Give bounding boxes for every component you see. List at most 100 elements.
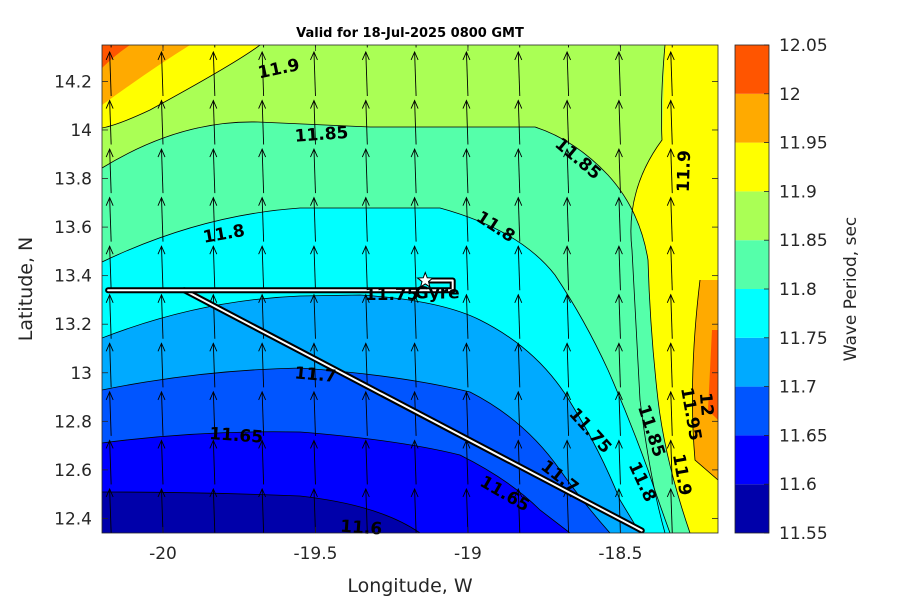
wind-arrow	[258, 147, 267, 194]
wind-arrow	[666, 487, 675, 533]
colorbar-segment	[735, 191, 769, 241]
wind-arrow	[310, 342, 318, 388]
wind-arrow-layer	[105, 45, 675, 533]
wind-arrow	[361, 390, 370, 436]
contour-label: 11.65	[209, 424, 264, 448]
y-tick-label: 14.2	[54, 72, 92, 92]
band-11.95-12.0-east	[692, 280, 718, 480]
colorbar-segment	[735, 337, 769, 387]
colorbar-tick-label: 11.95	[779, 134, 828, 154]
colorbar-tick-label: 12.05	[779, 36, 828, 56]
wind-arrow	[361, 439, 370, 485]
wind-arrow	[310, 245, 318, 291]
wind-arrow	[563, 50, 571, 97]
wind-arrow	[105, 439, 114, 485]
wind-arrow	[310, 487, 318, 533]
wind-arrow	[157, 293, 166, 339]
colorbar-tick-label: 11.65	[779, 426, 828, 446]
wind-arrow	[258, 50, 267, 97]
wind-arrow	[310, 50, 318, 97]
wind-arrow	[410, 439, 419, 485]
wind-arrow	[258, 99, 267, 145]
contour-line	[630, 45, 666, 533]
wind-arrow	[514, 50, 523, 97]
wind-arrow	[157, 390, 166, 436]
wind-arrow	[310, 293, 318, 339]
wind-arrow	[157, 147, 166, 194]
wind-arrow	[157, 99, 166, 145]
wind-arrow	[209, 439, 218, 485]
y-tick-label: 12.4	[54, 509, 92, 529]
wind-arrow	[105, 99, 114, 145]
contour-line	[692, 279, 718, 481]
y-tick-label: 13.6	[54, 218, 92, 238]
wind-arrow	[514, 342, 523, 388]
wind-arrow	[157, 487, 166, 533]
wind-arrow	[615, 99, 623, 145]
wind-arrow	[462, 196, 471, 242]
ship-name-label: Gyre	[415, 284, 460, 304]
wind-arrow	[666, 196, 675, 242]
wind-arrow	[568, 45, 570, 48]
wind-arrow	[410, 147, 419, 194]
contour-label: 11.6	[340, 517, 383, 540]
wind-arrow	[310, 439, 318, 485]
wind-arrow	[209, 99, 218, 145]
y-tick-label: 12.6	[54, 461, 92, 481]
wind-arrow	[410, 293, 419, 339]
wind-arrow	[514, 99, 523, 145]
x-tick-label: -20	[149, 544, 177, 564]
wind-arrow	[258, 196, 267, 242]
wind-arrow	[258, 439, 267, 485]
wind-arrow	[361, 342, 370, 388]
colorbar-segment	[735, 435, 769, 485]
wind-arrow	[410, 99, 419, 145]
wind-arrow	[563, 293, 571, 339]
colorbar-tick-label: 12	[779, 85, 801, 105]
y-tick-label: 13.8	[54, 170, 92, 190]
wind-arrow	[361, 293, 370, 339]
wind-arrow	[514, 245, 523, 291]
wind-arrow	[615, 342, 623, 388]
wind-arrow	[209, 487, 218, 533]
wind-arrow	[209, 196, 218, 242]
y-tick-label: 13.2	[54, 315, 92, 335]
contour-line	[102, 207, 671, 533]
wind-arrow	[361, 147, 370, 194]
wind-arrow	[209, 342, 218, 388]
band-11.95-12.0	[102, 45, 190, 105]
wind-arrow	[666, 147, 675, 194]
planned-route-line-inner	[183, 289, 643, 532]
band-12.0-12.05-east	[708, 330, 718, 420]
colorbar-segment	[735, 142, 769, 192]
wind-arrow	[563, 99, 571, 145]
band-12.0-12.05	[102, 45, 130, 68]
wind-arrow	[258, 245, 267, 291]
wind-arrow	[361, 99, 370, 145]
wind-arrow	[615, 439, 623, 485]
wind-arrow	[410, 245, 419, 291]
wind-arrow	[258, 390, 267, 436]
wind-arrow	[514, 439, 523, 485]
x-tick-label: -19.5	[293, 544, 337, 564]
wind-arrow	[361, 196, 370, 242]
wind-arrow	[310, 147, 318, 194]
wind-arrow	[310, 99, 318, 145]
wind-arrow	[666, 293, 675, 339]
wind-arrow	[105, 245, 114, 291]
band-11.55-11.6	[102, 492, 420, 533]
wind-arrow	[615, 196, 623, 242]
wind-arrow	[462, 293, 471, 339]
wind-arrow	[615, 487, 623, 533]
colorbar-tick-label: 11.6	[779, 475, 817, 495]
contour-label: 12	[695, 392, 717, 417]
ship-position-marker	[416, 271, 435, 289]
contour-label: 11.75	[365, 285, 419, 305]
wind-arrow	[615, 390, 623, 436]
contour-line-layer	[102, 45, 718, 533]
wind-arrow	[666, 99, 675, 145]
wind-arrow	[209, 293, 218, 339]
colorbar-segment	[735, 240, 769, 289]
wind-arrow	[209, 390, 218, 436]
wind-arrow	[563, 439, 571, 485]
